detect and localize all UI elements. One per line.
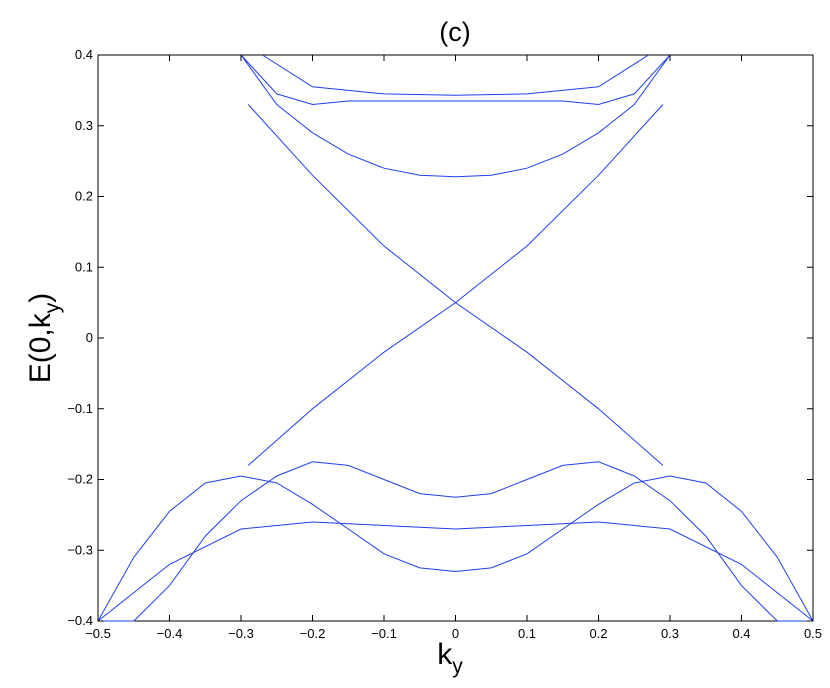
y-tick-label: −0.3 xyxy=(67,542,93,557)
energy-bands xyxy=(97,54,814,622)
x-tick-label: 0.2 xyxy=(589,626,607,641)
chart-title: (c) xyxy=(439,17,470,47)
y-tick-label: 0 xyxy=(86,330,93,345)
y-tick-label: 0.3 xyxy=(75,118,93,133)
x-tick-label: 0.5 xyxy=(804,626,822,641)
x-tick-label: −0.3 xyxy=(228,626,254,641)
x-axis-label-main: k xyxy=(437,638,453,671)
y-tick-label: 0.4 xyxy=(75,47,93,62)
y-axis-label: E(0,ky) xyxy=(24,293,64,384)
x-tick-label: −0.4 xyxy=(157,626,183,641)
x-tick-label: −0.2 xyxy=(300,626,326,641)
band-line-7 xyxy=(98,461,813,622)
y-tick-label: −0.4 xyxy=(67,613,93,628)
x-tick-label: 0 xyxy=(452,626,459,641)
x-tick-label: 0.1 xyxy=(518,626,536,641)
y-tick-label: 0.1 xyxy=(75,259,93,274)
y-ticks: −0.4 −0.3 −0.2 −0.1 0 0.1 0.2 0.3 0.4 xyxy=(67,47,813,628)
band-line-8 xyxy=(97,521,814,622)
x-axis-label: ky xyxy=(437,638,463,678)
band-line-1 xyxy=(240,54,671,178)
plot-area: −0.5 −0.4 −0.3 −0.2 −0.1 0 0.1 0.2 0.3 0.4 0.5 −0.… xyxy=(67,47,822,641)
y-axis-label-prefix: E(0,k xyxy=(24,312,57,383)
band-line-2 xyxy=(240,54,671,106)
x-tick-label: 0.4 xyxy=(732,626,750,641)
x-tick-label: −0.1 xyxy=(371,626,397,641)
y-tick-label: −0.1 xyxy=(67,401,93,416)
x-axis-label-subscript: y xyxy=(452,655,463,678)
plot-frame xyxy=(97,54,814,622)
band-line-6 xyxy=(97,475,814,622)
band-line-5 xyxy=(247,104,664,466)
y-axis-label-subscript: y xyxy=(41,302,64,313)
y-tick-label: 0.2 xyxy=(75,189,93,204)
x-tick-label: −0.5 xyxy=(85,626,111,641)
y-tick-label: −0.2 xyxy=(67,472,93,487)
y-axis-label-suffix: ) xyxy=(24,293,57,303)
x-ticks: −0.5 −0.4 −0.3 −0.2 −0.1 0 0.1 0.2 0.3 0.4 0.5 xyxy=(85,55,822,641)
x-tick-label: 0.3 xyxy=(661,626,679,641)
band-line-3 xyxy=(262,54,649,96)
